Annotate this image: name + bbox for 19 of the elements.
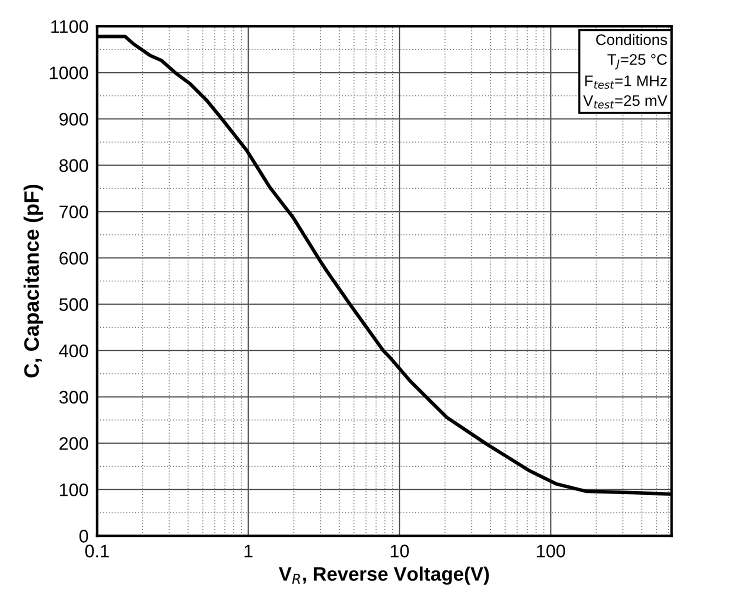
y-tick-label: 0 [79, 530, 88, 543]
y-tick-label: 400 [59, 344, 88, 358]
y-tick-label: 100 [60, 483, 88, 496]
y-tick-label: 300 [59, 390, 88, 404]
y-tick-label: 200 [60, 437, 88, 450]
x-tick-label: 10 [390, 544, 409, 558]
y-tick-label: 800 [59, 159, 88, 172]
x-axis-title: V$_{R}$, Reverse Voltage(V) [278, 566, 489, 585]
x-tick-label: 1 [244, 544, 252, 558]
x-tick-label: 0.1 [85, 544, 109, 558]
y-tick-label: 900 [59, 112, 88, 126]
y-tick-label: 600 [60, 252, 88, 265]
y-tick-label: 700 [60, 206, 88, 218]
y-tick-label: 1100 [51, 20, 88, 33]
text: Conditions T$_{J}$=25 °C F$_{test}$=1 MHz V$_{test}$=25 mV [583, 34, 668, 109]
y-tick-label: 1000 [50, 66, 88, 80]
x-tick-label: 100 [537, 544, 566, 558]
y-tick-label: 500 [59, 298, 88, 311]
y-axis-title: C, Capacitance (pF) [24, 184, 44, 378]
